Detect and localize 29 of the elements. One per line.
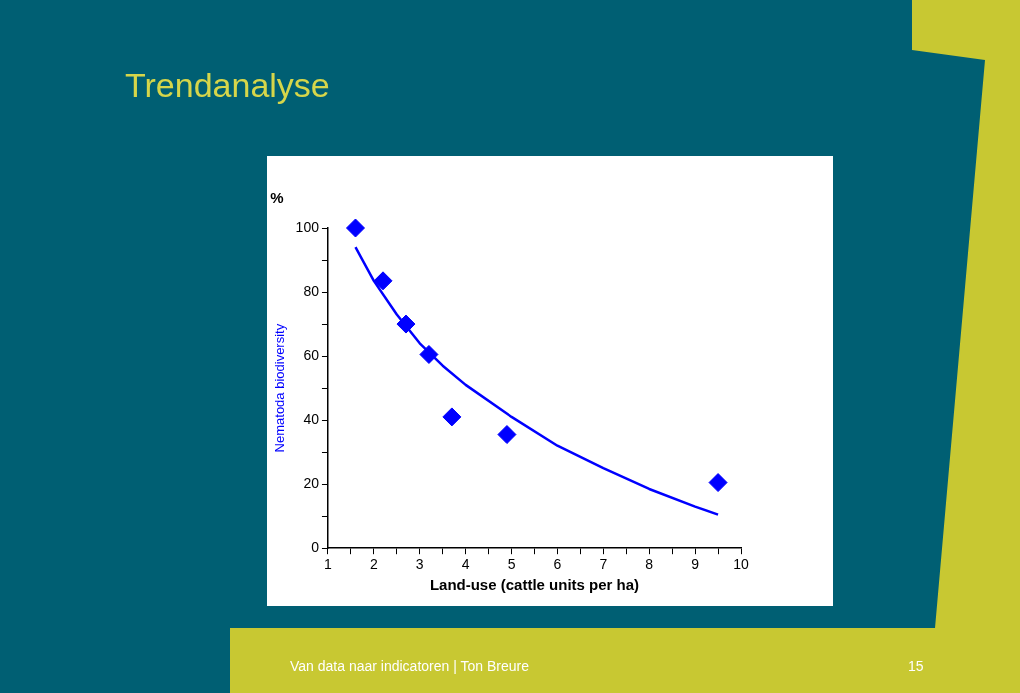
- x-tick-label: 9: [691, 556, 700, 573]
- x-tick-label: 10: [733, 556, 749, 573]
- point: [373, 271, 393, 291]
- x-tick-label: 8: [645, 556, 654, 573]
- point: [497, 425, 517, 445]
- y-tick-label: 40: [303, 410, 320, 427]
- point: [396, 314, 416, 334]
- y-tick-label: 60: [303, 346, 320, 363]
- x-tick-label: 7: [599, 556, 608, 573]
- x-tick-label: 2: [369, 556, 378, 573]
- chart-title: Trendanalyse: [125, 66, 330, 105]
- y-tick-label: 0: [311, 539, 320, 556]
- y-axis-title: Nematoda biodiversity: [272, 323, 288, 453]
- text: %: [270, 188, 284, 206]
- point: [419, 344, 439, 364]
- point: [708, 473, 728, 493]
- x-tick-label: 5: [507, 556, 516, 573]
- x-tick-label: 1: [324, 556, 333, 573]
- text: 15: [908, 658, 924, 674]
- x-axis-title: Land-use (cattle units per ha): [429, 576, 640, 594]
- text: Van data naar indicatoren | Ton Breure: [290, 658, 529, 674]
- y-tick-label: 20: [303, 475, 320, 492]
- point: [442, 407, 462, 427]
- y-tick-label: 80: [303, 282, 320, 299]
- x-tick-label: 6: [553, 556, 562, 573]
- y-tick-label: 100: [295, 218, 320, 235]
- point: [346, 218, 365, 238]
- x-tick-label: 3: [415, 556, 424, 573]
- x-tick-label: 4: [461, 556, 470, 573]
